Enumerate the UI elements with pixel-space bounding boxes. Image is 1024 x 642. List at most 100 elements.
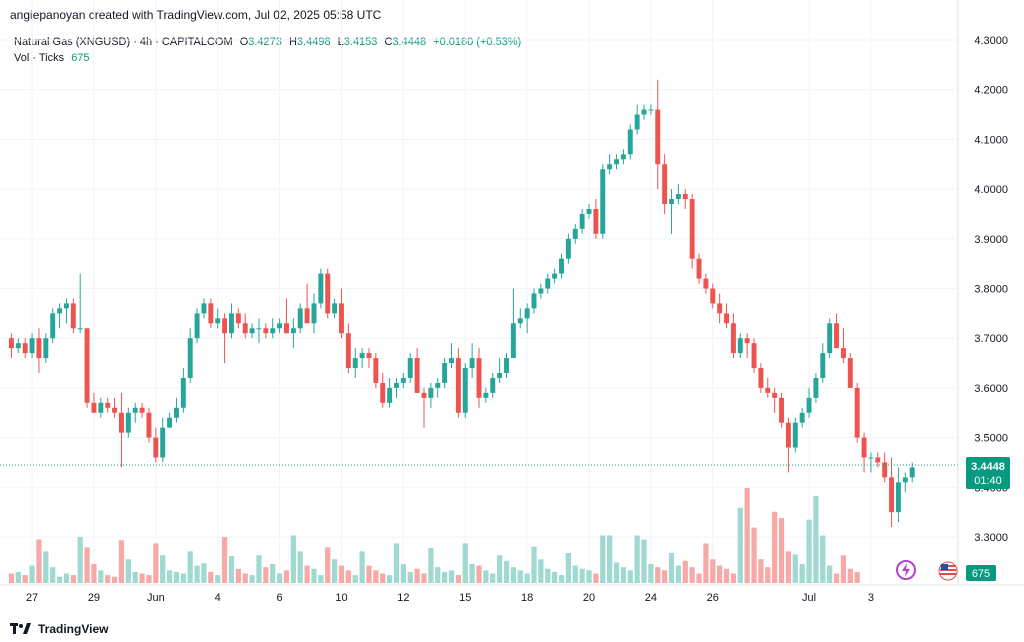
candle [160,417,166,463]
volume-bar [552,571,558,583]
candle-body [442,363,448,383]
volume-bar [338,565,345,583]
candle-body [648,109,654,111]
candle [847,353,853,388]
candle-body [277,323,283,329]
volume-bar [276,573,283,583]
candle [173,397,179,423]
candle-body [792,422,798,448]
candle-body [510,323,516,359]
candle-body [545,278,551,289]
volume-bar [270,564,276,583]
time-tick-label: 29 [88,592,100,604]
volume-bar [600,535,606,583]
volume-bar [153,543,159,583]
candlesticks [8,79,915,528]
candle-body [407,358,413,378]
price-tick-label: 3.9000 [974,234,1008,246]
volume-bar [696,573,702,583]
volume-bar [813,495,819,583]
volume-line: Vol · Ticks 675 [14,50,521,66]
candle-body [325,273,331,314]
time-tick-label: Jul [802,592,816,604]
candle-body [620,154,626,160]
volume-bar [682,560,688,583]
candle [91,392,97,413]
symbol-info[interactable]: Natural Gas (XNGUSD) · 4h · CAPITALCOM [14,36,233,48]
candle [799,407,805,428]
volume-bar [352,575,358,583]
candle [744,333,750,359]
candle [531,288,537,314]
candle-body [132,407,138,413]
candle-body [22,343,28,354]
volume-bar [840,555,847,583]
candle [125,407,131,438]
tradingview-logo-icon [10,623,31,634]
time-tick-label: 26 [707,592,719,604]
candle-body [682,194,688,200]
candle-body [153,437,159,458]
candle [43,333,49,364]
volume-bar [751,527,757,583]
candle-body [469,358,475,369]
time-tick-label: 27 [26,592,38,604]
candle [139,402,145,418]
volume-bar [146,575,152,583]
candle-body [160,427,166,458]
candle-body [614,159,619,165]
candle-body [552,273,558,279]
volume-bar [166,570,173,583]
ohlc-line: Natural Gas (XNGUSD) · 4h · CAPITALCOM O… [14,34,521,50]
candle [22,338,28,359]
candle-body [579,213,585,229]
candle [414,348,420,393]
volume-bar [772,511,778,583]
volume-bar [627,570,633,583]
time-axis: 27 29 Jun 4 6 10 12 15 18 20 24 26 Jul 3 [26,592,874,604]
lightning-icon[interactable] [896,560,916,580]
candle [772,387,778,413]
price-tick-label: 3.8000 [974,284,1008,296]
volume-bar [256,555,262,583]
us-flag-icon[interactable] [938,561,958,581]
volume-bar [118,540,125,583]
volume-bar [723,568,730,583]
high-label: H [288,36,297,48]
volume-bar [668,552,675,583]
volume-value: 675 [71,52,90,64]
candle-body [744,338,750,344]
candle [813,372,819,403]
volume-label[interactable]: Vol · Ticks [14,52,65,64]
candle-body [785,422,791,448]
volume-bar [792,554,798,583]
high-value: 3.4498 [296,36,331,48]
candle-body [297,308,303,329]
candle-body [751,343,757,369]
candle [779,392,785,428]
volume-bar [373,570,379,583]
price-tick-label: 3.6000 [974,383,1008,395]
candle [559,253,564,279]
candle [318,268,324,309]
candle [455,348,461,418]
candle [421,387,427,428]
open-label: O [239,36,249,48]
volume-bar [593,573,599,583]
candle-body [840,348,846,359]
candle-body [462,368,468,413]
candle [57,303,63,329]
candle-body [36,338,42,359]
candle-body [332,303,338,314]
volume-tag-value: 675 [972,568,990,580]
candle-body [517,318,523,324]
volume-bar [469,564,475,583]
candle [304,283,310,324]
candle-body [889,477,895,513]
volume-bar [70,575,76,583]
candle [675,184,681,205]
candle-body [717,303,723,314]
candle [222,313,228,364]
candle-body [504,358,509,373]
